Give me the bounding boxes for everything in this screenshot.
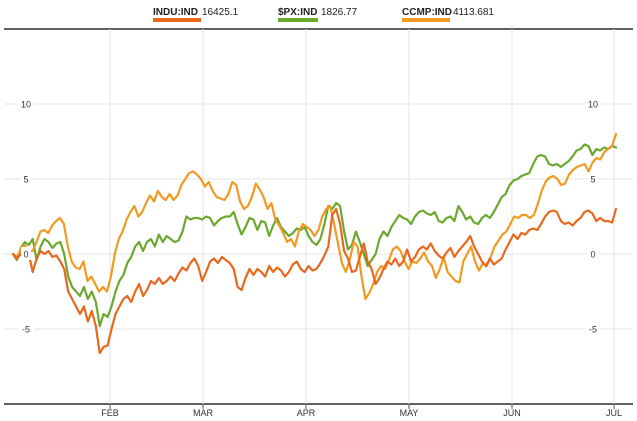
- series-lines: [11, 132, 618, 355]
- legend-value-indu: 16425.1: [202, 7, 239, 18]
- series-line-indu-ind: [11, 207, 618, 355]
- legend-label-indu: INDU:IND: [153, 7, 198, 18]
- y-tick-label-bg-right: [588, 247, 598, 260]
- y-tick-label-bg-left: [21, 247, 31, 260]
- legend-swatch-ccmp: [402, 18, 450, 22]
- legend-swatch-indu: [153, 18, 201, 22]
- legend-item-spx[interactable]: $PX:IND 1826.77: [278, 7, 358, 22]
- legend-item-ccmp[interactable]: CCMP:IND 4113.681: [402, 7, 494, 22]
- y-tick-label-bg-left: [18, 97, 34, 110]
- x-tick-label: MAY: [400, 408, 419, 418]
- y-tick-label-left: 5: [23, 175, 28, 185]
- y-tick-label-right: 0: [590, 250, 595, 260]
- y-tick-label-bg-right: [585, 322, 601, 335]
- legend-label-spx: $PX:IND: [278, 7, 317, 18]
- y-tick-label-right: -5: [589, 325, 597, 335]
- series-line-ccmp-ind: [11, 132, 618, 301]
- legend-value-ccmp: 4113.681: [453, 7, 494, 18]
- legend-swatch-spx: [278, 18, 318, 22]
- y-tick-label-left: 0: [23, 250, 28, 260]
- x-tick-label: APR: [297, 408, 316, 418]
- x-tick-label: FEB: [101, 408, 119, 418]
- legend-label-ccmp: CCMP:IND: [402, 7, 452, 18]
- y-tick-label-bg-left: [18, 322, 34, 335]
- y-tick-label-bg-right: [585, 97, 601, 110]
- y-tick-label-bg-left: [21, 172, 31, 185]
- legend-item-indu[interactable]: INDU:IND 16425.1: [153, 7, 239, 22]
- x-tick-label: MAR: [193, 408, 214, 418]
- legend: INDU:IND 16425.1 $PX:IND 1826.77 CCMP:IN…: [153, 7, 494, 22]
- y-tick-label-right: 5: [590, 175, 595, 185]
- series-line--px-ind: [11, 143, 618, 328]
- x-tick-label: JUL: [606, 408, 622, 418]
- x-tick-label: JUN: [503, 408, 521, 418]
- tick-labels: 10 10 5 5 0 0 -5 -5 FEB MAR APR MAY JUN JUL: [18, 97, 622, 418]
- y-tick-label-left: 10: [21, 100, 31, 110]
- legend-value-spx: 1826.77: [321, 7, 358, 18]
- y-tick-label-left: -5: [22, 325, 30, 335]
- y-tick-label-bg-right: [588, 172, 598, 185]
- gridlines: [4, 29, 633, 409]
- y-tick-label-right: 10: [588, 100, 598, 110]
